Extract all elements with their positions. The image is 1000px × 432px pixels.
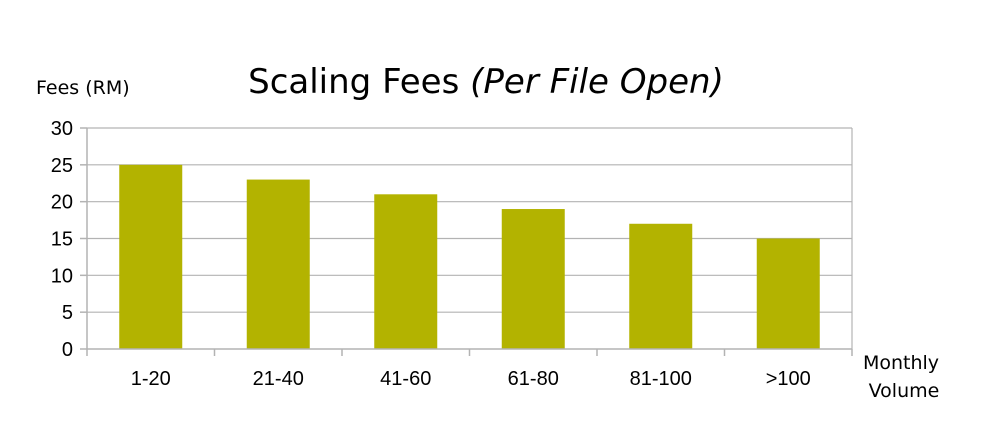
bar->100 [756, 238, 820, 349]
y-tick-label: 30 [51, 118, 73, 140]
x-tick-label: 81-100 [630, 368, 692, 390]
y-tick-label: 5 [62, 302, 73, 324]
x-axis-label-line-2: Volume [869, 380, 940, 402]
y-tick-label: 15 [51, 229, 73, 251]
bar-61-80 [501, 209, 565, 349]
axes [80, 127, 853, 356]
bar-1-20 [119, 164, 183, 349]
x-tick-label: 21-40 [253, 368, 304, 390]
x-tick-label: 41-60 [380, 368, 431, 390]
chart-title-emphasis: (Per File Open) [470, 62, 724, 102]
x-axis-label-line-1: Monthly [863, 352, 939, 374]
bar-21-40 [246, 179, 310, 349]
chart-title-main: Scaling Fees [248, 62, 459, 102]
bar-81-100 [629, 223, 693, 349]
gridlines [87, 127, 853, 349]
chart-title: Scaling Fees (Per File Open) [248, 62, 724, 102]
y-tick-label: 10 [51, 265, 73, 287]
x-tick-label: >100 [766, 368, 811, 390]
x-axis-label: Monthly Volume [863, 352, 945, 402]
bar-41-60 [374, 194, 438, 349]
y-axis-label: Fees (RM) [36, 77, 130, 99]
y-tick-label: 25 [51, 155, 73, 177]
y-tick-labels: 0 5 10 15 20 25 30 [51, 118, 73, 361]
bars [119, 164, 820, 349]
x-tick-label: 61-80 [508, 368, 559, 390]
y-tick-label: 0 [62, 339, 73, 361]
x-tick-labels: 1-20 21-40 41-60 61-80 81-100 >100 [131, 368, 811, 390]
x-tick-label: 1-20 [131, 368, 171, 390]
y-tick-label: 20 [51, 192, 73, 214]
